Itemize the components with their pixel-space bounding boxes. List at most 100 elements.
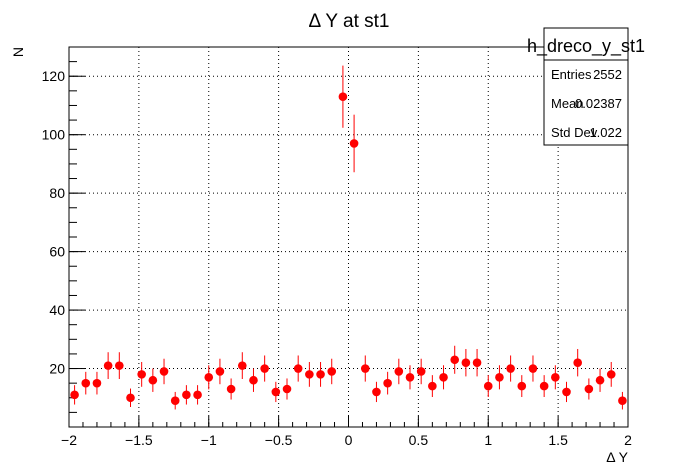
data-marker bbox=[349, 139, 359, 148]
data-marker bbox=[249, 375, 258, 385]
data-marker bbox=[293, 364, 303, 373]
data-point bbox=[584, 378, 594, 400]
data-point bbox=[349, 114, 359, 173]
data-point bbox=[237, 352, 247, 380]
data-point bbox=[260, 355, 269, 382]
data-point bbox=[249, 368, 258, 392]
data-marker bbox=[584, 384, 594, 394]
data-marker bbox=[271, 387, 281, 397]
data-point bbox=[271, 381, 281, 403]
data-point bbox=[305, 361, 314, 387]
data-point bbox=[383, 371, 392, 395]
data-point bbox=[215, 358, 225, 385]
data-marker bbox=[148, 375, 158, 385]
x-tick-label: 2 bbox=[624, 432, 632, 448]
data-point bbox=[416, 358, 426, 385]
data-marker bbox=[539, 381, 549, 391]
data-point bbox=[606, 361, 616, 387]
data-point bbox=[495, 365, 504, 390]
data-point bbox=[193, 385, 202, 405]
data-marker bbox=[215, 367, 225, 376]
data-marker bbox=[618, 396, 627, 405]
data-marker bbox=[137, 370, 146, 379]
data-marker bbox=[182, 390, 191, 400]
plot-frame bbox=[68, 46, 629, 428]
data-marker bbox=[450, 355, 460, 365]
x-tick-label: 0.5 bbox=[409, 432, 429, 448]
stats-mean-label: Mean bbox=[551, 96, 584, 111]
data-point bbox=[528, 355, 538, 382]
data-point bbox=[461, 348, 471, 377]
data-marker bbox=[495, 373, 504, 382]
data-marker bbox=[338, 92, 348, 101]
data-marker bbox=[92, 378, 102, 388]
data-marker bbox=[115, 361, 124, 370]
data-marker bbox=[327, 367, 337, 376]
data-marker bbox=[360, 364, 370, 373]
data-point bbox=[115, 352, 124, 380]
data-point bbox=[394, 358, 404, 385]
data-marker bbox=[260, 364, 269, 373]
data-marker bbox=[103, 361, 113, 370]
data-point bbox=[472, 348, 482, 377]
data-points bbox=[70, 65, 627, 410]
data-marker bbox=[606, 370, 616, 379]
data-marker bbox=[81, 378, 91, 388]
data-point bbox=[573, 348, 582, 377]
tick-labels: −2 −1.5 −1 −0.5 0 0.5 1 1.5 2 20 40 60 80 100 120 bbox=[42, 68, 632, 448]
data-point bbox=[517, 375, 527, 398]
data-marker bbox=[170, 396, 180, 405]
data-marker bbox=[204, 373, 214, 382]
data-marker bbox=[305, 370, 314, 379]
data-marker bbox=[472, 358, 482, 367]
data-point bbox=[539, 375, 549, 398]
x-tick-label: −1.5 bbox=[125, 432, 153, 448]
data-point bbox=[92, 371, 102, 395]
data-point bbox=[450, 345, 460, 374]
data-point bbox=[360, 355, 370, 382]
data-marker bbox=[483, 381, 493, 391]
y-tick-label: 60 bbox=[49, 244, 65, 260]
data-point bbox=[327, 358, 337, 385]
x-tick-label: 1.5 bbox=[548, 432, 568, 448]
data-marker bbox=[416, 367, 426, 376]
data-point bbox=[338, 65, 348, 128]
data-marker bbox=[226, 384, 236, 394]
data-point bbox=[148, 368, 158, 392]
data-point bbox=[618, 391, 627, 410]
data-marker bbox=[193, 390, 202, 400]
chart-title: Δ Y at st1 bbox=[308, 11, 389, 32]
data-point bbox=[595, 368, 605, 392]
data-point bbox=[182, 385, 191, 405]
data-marker bbox=[394, 367, 404, 376]
data-marker bbox=[506, 364, 515, 373]
data-point bbox=[506, 355, 515, 382]
data-marker bbox=[159, 367, 169, 376]
data-marker bbox=[517, 381, 527, 391]
stats-box-frame bbox=[543, 27, 629, 146]
data-marker bbox=[439, 373, 448, 382]
data-point bbox=[70, 385, 79, 405]
stats-entries-value: 2552 bbox=[593, 67, 622, 82]
y-axis-label: N bbox=[10, 47, 26, 57]
data-marker bbox=[316, 370, 325, 379]
data-point bbox=[81, 371, 91, 395]
y-tick-label: 20 bbox=[49, 361, 65, 377]
y-tick-label: 80 bbox=[49, 185, 65, 201]
data-marker bbox=[126, 393, 135, 403]
data-point bbox=[428, 375, 437, 398]
data-marker bbox=[528, 364, 538, 373]
x-tick-label: 0 bbox=[345, 432, 353, 448]
stats-mean-value: 0.02387 bbox=[575, 96, 622, 111]
data-marker bbox=[562, 387, 571, 397]
data-marker bbox=[372, 387, 381, 397]
data-marker bbox=[70, 390, 79, 400]
data-point bbox=[293, 355, 303, 382]
y-tick-label: 120 bbox=[42, 68, 66, 84]
data-point bbox=[551, 365, 560, 390]
data-marker bbox=[237, 361, 247, 370]
x-axis-label: Δ Y bbox=[606, 449, 628, 465]
x-tick-label: −0.5 bbox=[265, 432, 293, 448]
y-tick-label: 100 bbox=[42, 127, 66, 143]
data-point bbox=[226, 378, 236, 400]
